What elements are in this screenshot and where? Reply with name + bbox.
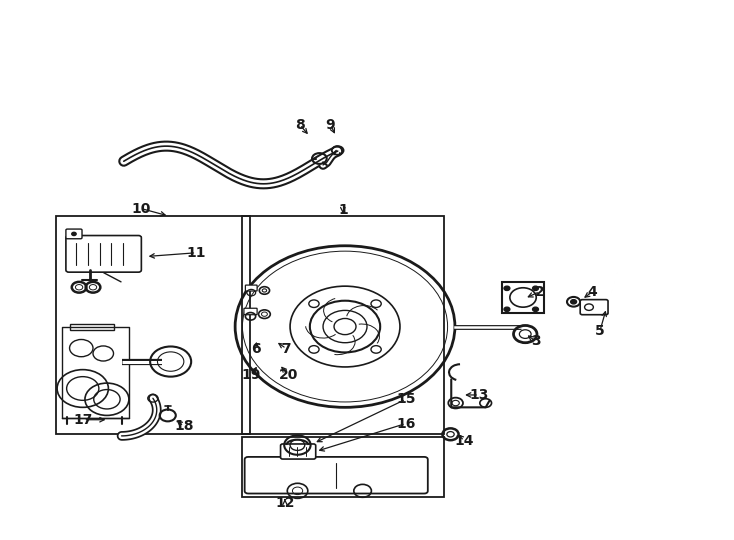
Circle shape	[533, 286, 539, 291]
Text: 11: 11	[186, 246, 206, 260]
Circle shape	[570, 300, 576, 304]
Circle shape	[533, 307, 539, 312]
FancyBboxPatch shape	[66, 235, 142, 272]
Text: 5: 5	[595, 324, 605, 338]
FancyBboxPatch shape	[66, 229, 82, 239]
Text: 12: 12	[275, 496, 294, 510]
Bar	[502, 282, 545, 313]
Text: 16: 16	[396, 416, 415, 430]
Circle shape	[504, 286, 510, 291]
Text: 2: 2	[535, 285, 545, 299]
FancyBboxPatch shape	[244, 457, 428, 494]
Text: 18: 18	[174, 419, 194, 433]
Text: 20: 20	[279, 368, 298, 382]
Text: 1: 1	[338, 202, 348, 217]
Bar	[56, 216, 250, 434]
Text: 10: 10	[131, 201, 151, 215]
Text: 3: 3	[531, 334, 540, 348]
FancyBboxPatch shape	[580, 300, 608, 315]
Bar	[70, 324, 115, 330]
Text: 15: 15	[396, 392, 415, 406]
FancyBboxPatch shape	[280, 444, 316, 459]
Circle shape	[72, 232, 76, 235]
Text: 6: 6	[252, 342, 261, 356]
Text: 13: 13	[470, 388, 489, 402]
Bar	[242, 437, 444, 497]
Text: 8: 8	[295, 118, 305, 132]
Bar	[242, 216, 444, 434]
Circle shape	[504, 307, 510, 312]
Text: 4: 4	[588, 285, 597, 299]
FancyBboxPatch shape	[245, 285, 257, 291]
Text: 7: 7	[282, 342, 291, 356]
Text: 14: 14	[454, 434, 474, 448]
Text: 19: 19	[241, 368, 261, 382]
Text: 17: 17	[74, 413, 93, 427]
FancyBboxPatch shape	[244, 308, 257, 315]
Text: 9: 9	[326, 118, 335, 132]
